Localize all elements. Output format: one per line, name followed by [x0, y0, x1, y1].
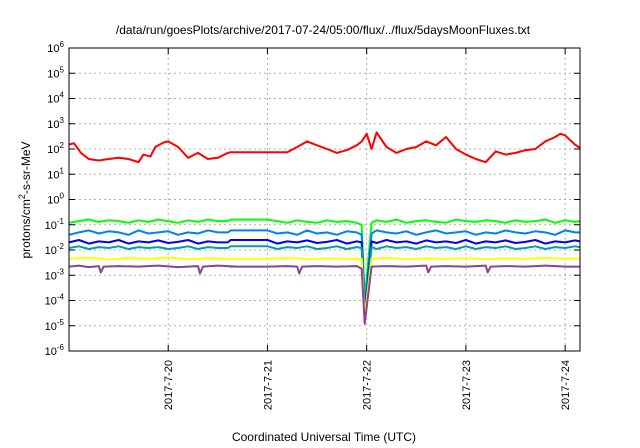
y-tick-label: 10-1: [45, 217, 65, 232]
y-tick-label: 10-5: [45, 318, 65, 333]
x-tick-label: 2017-7-21: [262, 360, 274, 410]
series-line: [68, 264, 580, 325]
y-tick-label: 10-4: [45, 293, 65, 308]
y-tick-label: 102: [47, 141, 64, 156]
chart-title: /data/run/goesPlots/archive/2017-07-24/0…: [116, 23, 531, 37]
y-tick-label: 10-6: [45, 343, 65, 358]
series-line: [68, 245, 581, 320]
series-line: [68, 239, 581, 315]
x-axis-label: Coordinated Universal Time (UTC): [232, 430, 416, 444]
series-group: [68, 131, 581, 325]
grid: [69, 48, 580, 351]
y-tick-label: 10-2: [45, 242, 65, 257]
axis-ticks: 10-6 10-5 10-4 10-3 10-2 10-1 100 101 102 103 104 1…: [45, 40, 580, 410]
y-tick-label: 100: [47, 192, 64, 207]
x-tick-label: 2017-7-22: [362, 360, 374, 410]
series-line: [68, 256, 581, 320]
x-tick-label: 2017-7-24: [560, 360, 572, 410]
x-tick-label: 2017-7-20: [163, 360, 175, 410]
series-line: [68, 218, 581, 302]
series-line: [68, 131, 581, 164]
y-tick-label: 104: [47, 91, 64, 106]
y-tick-label: 105: [47, 65, 64, 80]
series-line: [68, 229, 580, 310]
y-tick-label: 103: [47, 116, 64, 131]
y-tick-label: 101: [47, 166, 64, 181]
y-axis-label: protons/cm2-s-sr-MeV: [17, 141, 33, 258]
y-tick-label: 106: [47, 40, 64, 55]
x-tick-label: 2017-7-23: [461, 360, 473, 410]
y-tick-label: 10-3: [45, 267, 65, 282]
